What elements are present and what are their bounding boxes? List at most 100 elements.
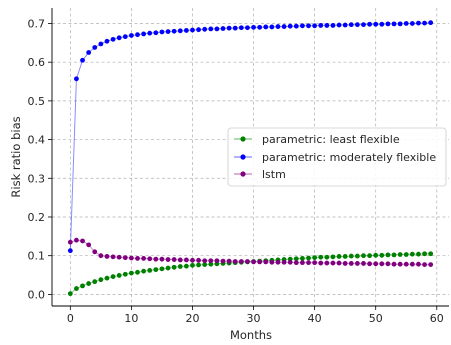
data-point-lstm bbox=[196, 257, 201, 263]
data-point-least-flexible bbox=[190, 262, 195, 268]
data-point-lstm bbox=[257, 259, 263, 265]
series-moderately-flexible bbox=[67, 20, 434, 254]
y-tick-label: 0.1 bbox=[28, 250, 46, 263]
data-point-lstm bbox=[422, 262, 427, 267]
data-point-lstm bbox=[214, 258, 220, 264]
data-point-lstm bbox=[281, 259, 287, 265]
data-point-lstm bbox=[367, 261, 372, 267]
data-point-least-flexible bbox=[342, 254, 348, 259]
data-point-least-flexible bbox=[354, 253, 360, 259]
data-point-lstm bbox=[238, 259, 244, 264]
data-point-least-flexible bbox=[416, 251, 421, 257]
data-point-lstm bbox=[92, 249, 98, 255]
data-point-least-flexible bbox=[177, 264, 183, 269]
data-point-moderately-flexible bbox=[251, 24, 256, 30]
data-point-lstm bbox=[147, 256, 153, 262]
data-point-moderately-flexible bbox=[342, 22, 348, 28]
data-point-least-flexible bbox=[92, 279, 98, 285]
data-point-lstm bbox=[403, 261, 409, 267]
data-point-moderately-flexible bbox=[208, 26, 214, 32]
data-point-least-flexible bbox=[153, 267, 159, 273]
data-point-least-flexible bbox=[98, 277, 104, 283]
data-point-least-flexible bbox=[159, 266, 165, 272]
data-point-moderately-flexible bbox=[80, 57, 85, 63]
data-point-moderately-flexible bbox=[300, 23, 305, 29]
series-line-lstm bbox=[70, 239, 431, 266]
data-point-moderately-flexible bbox=[269, 24, 275, 30]
data-point-least-flexible bbox=[373, 252, 379, 258]
data-point-least-flexible bbox=[324, 254, 330, 260]
data-point-least-flexible bbox=[300, 256, 305, 261]
data-point-lstm bbox=[348, 261, 354, 266]
data-point-least-flexible bbox=[141, 268, 147, 274]
data-point-least-flexible bbox=[86, 281, 92, 286]
data-point-lstm bbox=[373, 261, 379, 267]
data-point-moderately-flexible bbox=[287, 23, 293, 29]
data-point-least-flexible bbox=[74, 286, 79, 291]
data-point-moderately-flexible bbox=[348, 22, 354, 28]
data-point-least-flexible bbox=[104, 275, 110, 281]
data-point-moderately-flexible bbox=[416, 20, 421, 26]
data-point-lstm bbox=[306, 260, 311, 266]
data-point-moderately-flexible bbox=[104, 38, 110, 44]
data-point-moderately-flexible bbox=[98, 41, 104, 47]
data-point-least-flexible bbox=[116, 273, 122, 278]
data-point-least-flexible bbox=[348, 253, 354, 259]
legend-label-lstm: lstm bbox=[262, 168, 286, 181]
data-point-moderately-flexible bbox=[336, 22, 342, 28]
data-point-least-flexible bbox=[397, 252, 403, 257]
data-point-least-flexible bbox=[110, 274, 116, 279]
data-point-lstm bbox=[165, 257, 171, 262]
data-point-least-flexible bbox=[196, 262, 201, 268]
x-axis-label: Months bbox=[230, 328, 272, 342]
legend-label-moderately-flexible: parametric: moderately flexible bbox=[262, 151, 436, 164]
data-point-moderately-flexible bbox=[373, 21, 379, 27]
data-point-moderately-flexible bbox=[190, 27, 195, 33]
data-point-lstm bbox=[428, 262, 434, 267]
data-point-least-flexible bbox=[165, 265, 171, 271]
data-point-least-flexible bbox=[336, 254, 342, 259]
series-layer bbox=[67, 20, 434, 297]
data-point-moderately-flexible bbox=[293, 23, 299, 29]
data-point-moderately-flexible bbox=[202, 26, 208, 32]
data-point-moderately-flexible bbox=[171, 28, 177, 34]
data-point-lstm bbox=[80, 238, 85, 244]
series-lstm bbox=[67, 237, 434, 267]
x-tick-label: 40 bbox=[308, 312, 322, 325]
data-point-moderately-flexible bbox=[367, 21, 372, 27]
y-tick-label: 0.6 bbox=[28, 56, 46, 69]
data-point-moderately-flexible bbox=[67, 248, 73, 254]
x-tick-label: 60 bbox=[430, 312, 444, 325]
data-point-lstm bbox=[67, 239, 73, 245]
data-point-lstm bbox=[379, 261, 385, 267]
data-point-moderately-flexible bbox=[135, 32, 140, 38]
data-point-moderately-flexible bbox=[238, 25, 244, 31]
legend-marker-moderately-flexible bbox=[240, 154, 246, 160]
data-point-lstm bbox=[183, 257, 189, 263]
data-point-least-flexible bbox=[147, 267, 153, 273]
data-point-least-flexible bbox=[428, 251, 434, 257]
data-point-moderately-flexible bbox=[141, 31, 147, 37]
data-point-lstm bbox=[98, 253, 104, 259]
data-point-moderately-flexible bbox=[379, 21, 385, 27]
data-point-lstm bbox=[190, 257, 195, 263]
data-point-moderately-flexible bbox=[153, 30, 159, 36]
data-point-lstm bbox=[141, 256, 147, 261]
data-point-moderately-flexible bbox=[159, 29, 165, 35]
x-tick-label: 30 bbox=[247, 312, 261, 325]
data-point-lstm bbox=[74, 237, 79, 243]
data-point-lstm bbox=[232, 259, 238, 264]
data-point-moderately-flexible bbox=[165, 29, 171, 35]
data-point-lstm bbox=[275, 259, 281, 265]
data-point-least-flexible bbox=[171, 264, 177, 270]
legend-marker-lstm bbox=[240, 171, 246, 177]
y-tick-label: 0.2 bbox=[28, 211, 46, 224]
data-point-moderately-flexible bbox=[281, 24, 287, 29]
data-point-moderately-flexible bbox=[245, 25, 250, 31]
data-point-moderately-flexible bbox=[422, 20, 427, 26]
data-point-lstm bbox=[293, 260, 299, 266]
data-point-moderately-flexible bbox=[318, 23, 324, 28]
data-point-moderately-flexible bbox=[275, 24, 281, 29]
y-tick-label: 0.5 bbox=[28, 95, 46, 108]
data-point-lstm bbox=[269, 259, 275, 265]
